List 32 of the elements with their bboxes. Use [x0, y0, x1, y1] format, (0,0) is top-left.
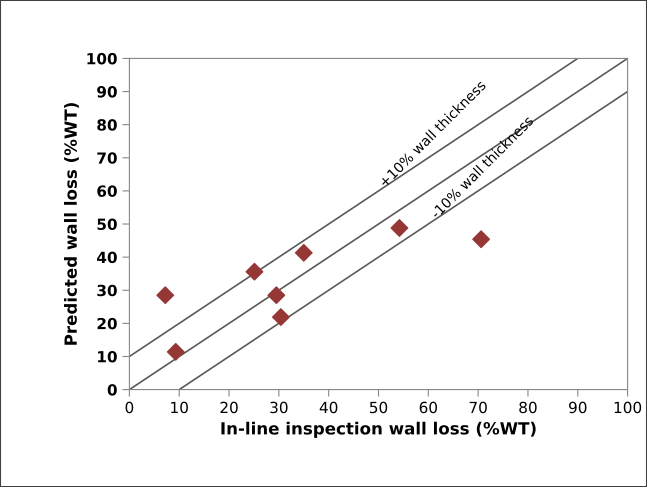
y-tick-label: 20	[98, 318, 117, 330]
x-tick-label: 70	[470, 402, 487, 414]
y-tick-label: 0	[108, 384, 117, 396]
x-tick-label: 30	[270, 402, 288, 414]
x-tick-label: 100	[614, 402, 642, 414]
y-tick-label: 50	[98, 218, 117, 230]
point	[272, 308, 290, 326]
y-tick-label: 30	[97, 284, 117, 296]
x-tick-label: 90	[569, 402, 586, 414]
x-tick-label: 0	[126, 402, 134, 414]
y-tick-label: 80	[97, 119, 117, 131]
y-tick-label: 10	[98, 350, 117, 363]
point	[156, 286, 174, 304]
point	[294, 244, 313, 262]
x-tick-label: 50	[370, 402, 388, 414]
x-tick-label: 10	[171, 402, 188, 414]
point	[246, 262, 264, 281]
x-tick-label: 20	[220, 402, 238, 414]
point	[472, 230, 490, 248]
point	[166, 342, 185, 361]
x-tick-label: 80	[519, 402, 537, 414]
y-tick-label: 40	[97, 252, 117, 264]
y-tick-label: 70	[97, 152, 117, 164]
point	[267, 286, 286, 304]
y-tick-label: 60	[97, 185, 117, 197]
y-tick-label: 90	[97, 86, 117, 98]
x-tick-label: 40	[320, 402, 338, 414]
x-tick-label: 60	[420, 402, 438, 414]
point	[390, 219, 408, 237]
y-axis-title: Predicted wall loss (%WT)	[64, 103, 79, 345]
y-tick-label: 100	[87, 52, 117, 64]
x-axis-title: In-line inspection wall loss (%WT)	[221, 422, 536, 438]
